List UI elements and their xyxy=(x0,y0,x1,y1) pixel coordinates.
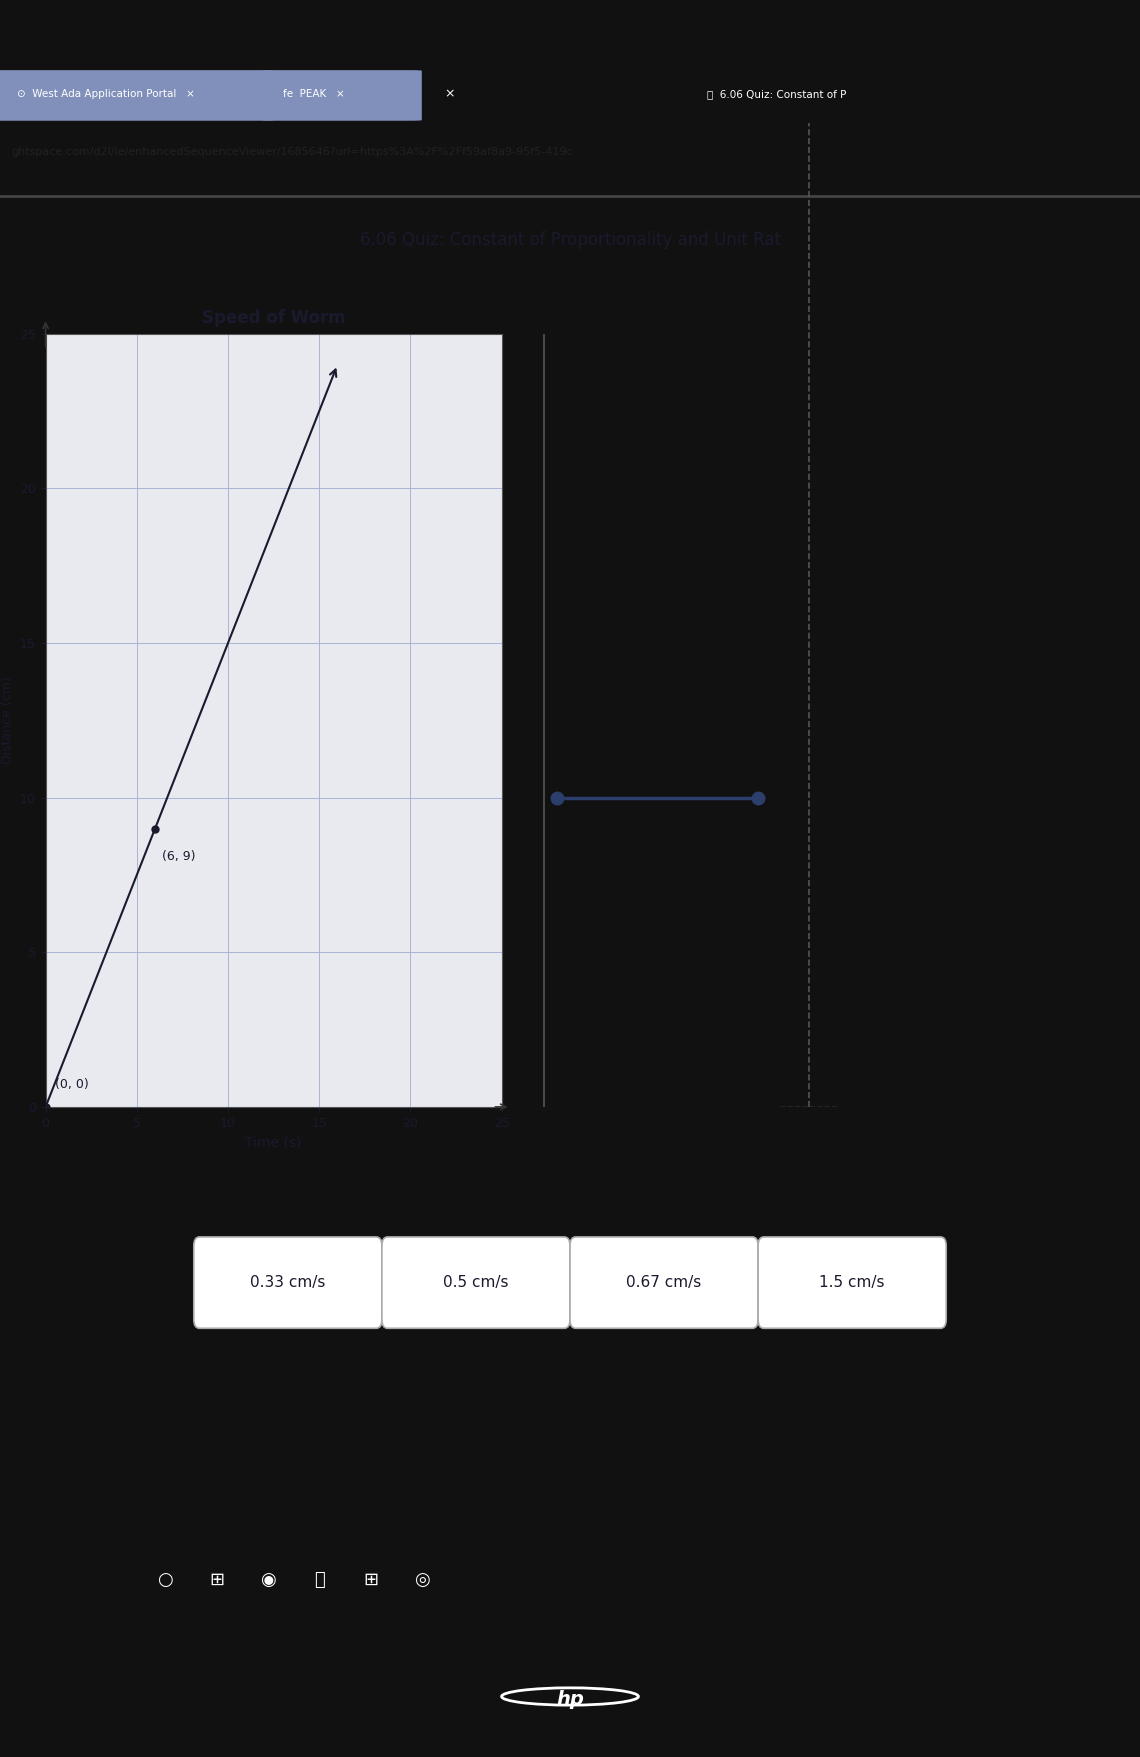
Text: 6.06 Quiz: Constant of Proportionality and Unit Rat: 6.06 Quiz: Constant of Proportionality a… xyxy=(359,230,781,248)
FancyBboxPatch shape xyxy=(0,70,274,121)
Text: 0.33 cm/s: 0.33 cm/s xyxy=(250,1276,326,1290)
Text: ghtspace.com/d2l/le/enhancedSequenceViewer/1685646?url=https%3A%2F%2Ff59af8a9-95: ghtspace.com/d2l/le/enhancedSequenceView… xyxy=(11,148,573,156)
FancyBboxPatch shape xyxy=(262,70,422,121)
Text: 0.67 cm/s: 0.67 cm/s xyxy=(626,1276,702,1290)
Text: ◉: ◉ xyxy=(260,1571,276,1588)
Text: ○: ○ xyxy=(157,1571,173,1588)
Text: ×: × xyxy=(445,88,455,100)
Text: (0, 0): (0, 0) xyxy=(55,1079,89,1091)
Text: hp: hp xyxy=(556,1690,584,1710)
Y-axis label: Distance (cm): Distance (cm) xyxy=(1,676,15,764)
Text: fe  PEAK   ×: fe PEAK × xyxy=(283,90,344,98)
Text: (6, 9): (6, 9) xyxy=(162,850,196,863)
Text: ⊞: ⊞ xyxy=(363,1571,378,1588)
X-axis label: Time (s): Time (s) xyxy=(245,1135,302,1149)
Text: 0.5 cm/s: 0.5 cm/s xyxy=(443,1276,508,1290)
Text: ⊙  West Ada Application Portal   ×: ⊙ West Ada Application Portal × xyxy=(17,90,195,98)
Text: 🗂: 🗂 xyxy=(314,1571,325,1588)
Title: Speed of Worm: Speed of Worm xyxy=(202,309,345,327)
Text: ◎: ◎ xyxy=(414,1571,430,1588)
Text: 🅱  6.06 Quiz: Constant of P: 🅱 6.06 Quiz: Constant of P xyxy=(707,90,846,98)
Text: 1.5 cm/s: 1.5 cm/s xyxy=(820,1276,885,1290)
Text: ⊞: ⊞ xyxy=(209,1571,225,1588)
